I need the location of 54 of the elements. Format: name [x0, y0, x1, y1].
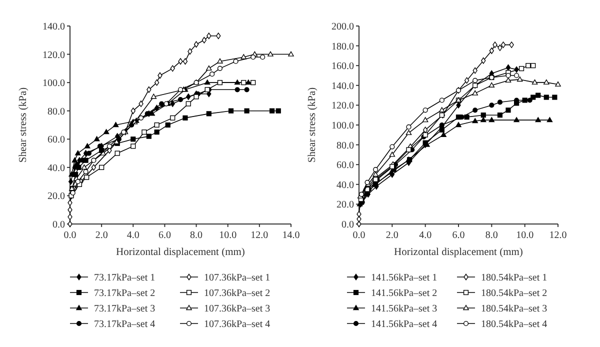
- x-tick-label: 12.0: [250, 230, 268, 241]
- x-tick-label: 8.0: [485, 230, 498, 241]
- y-tick-label: 60.0: [336, 160, 354, 172]
- y-tick-label: 140.0: [332, 80, 354, 92]
- y-axis-title: Shear stress (kPa): [307, 86, 318, 163]
- y-tick-label: 180.0: [332, 41, 354, 52]
- y-tick-label: 20.0: [48, 191, 65, 202]
- x-tick-label: 10.0: [219, 230, 237, 241]
- x-axis-title: Horizontal displacement (mm): [116, 247, 246, 258]
- x-tick-label: 6.0: [158, 230, 171, 241]
- y-tick-label: 120.0: [42, 50, 65, 61]
- y-tick-label: 80.0: [336, 140, 354, 152]
- x-tick-label: 8.0: [190, 230, 203, 241]
- x-tick-label: 12.0: [549, 230, 567, 241]
- x-tick-label: 10.0: [516, 230, 534, 241]
- y-tick-label: 100.0: [42, 78, 65, 90]
- y-tick-label: 80.0: [48, 106, 65, 118]
- legend-label: 107.36kPa–set 1: [204, 272, 270, 284]
- y-tick-label: 160.0: [332, 61, 354, 72]
- legend-label: 180.54kPa–set 1: [481, 272, 548, 284]
- x-axis-title: Horizontal displacement (mm): [394, 247, 524, 258]
- legend-label: 73.17kPa–set 2: [94, 288, 156, 299]
- legend-label: 141.56kPa–set 4: [371, 319, 438, 330]
- legend-label: 180.54kPa–set 4: [481, 319, 548, 330]
- legend-label: 107.36kPa–set 2: [204, 288, 270, 299]
- y-tick-label: 40.0: [336, 180, 354, 191]
- legend-label: 141.56kPa–set 3: [371, 304, 438, 314]
- y-axis-title: Shear stress (kPa): [18, 86, 29, 163]
- x-tick-label: 14.0: [282, 230, 300, 241]
- x-tick-label: 2.0: [95, 230, 108, 241]
- x-tick-label: 0.0: [352, 230, 366, 241]
- legend-label: 141.56kPa–set 2: [371, 288, 438, 299]
- y-tick-label: 20.0: [336, 200, 354, 211]
- legend-label: 73.17kPa–set 3: [94, 304, 156, 314]
- legend-label: 73.17kPa–set 4: [94, 319, 156, 330]
- y-tick-label: 40.0: [48, 162, 65, 174]
- legend-label: 107.36kPa–set 4: [204, 319, 270, 330]
- legend-label: 180.54kPa–set 3: [481, 304, 548, 314]
- legend-label: 73.17kPa–set 1: [94, 272, 156, 284]
- y-tick-label: 100.0: [332, 120, 354, 132]
- x-tick-label: 0.0: [64, 230, 76, 241]
- legend-label: 141.56kPa–set 1: [371, 272, 438, 284]
- y-tick-label: 200.0: [332, 22, 354, 32]
- x-tick-label: 6.0: [452, 230, 465, 241]
- legend-label: 107.36kPa–set 3: [204, 304, 270, 314]
- y-tick-label: 120.0: [332, 100, 354, 112]
- y-tick-label: 0.0: [342, 220, 354, 230]
- y-tick-label: 0.0: [52, 220, 65, 230]
- x-tick-label: 4.0: [419, 230, 432, 241]
- x-tick-label: 2.0: [386, 230, 398, 241]
- x-tick-label: 4.0: [126, 230, 140, 241]
- y-tick-label: 60.0: [48, 134, 65, 146]
- legend-label: 180.54kPa–set 2: [481, 288, 548, 299]
- y-tick-label: 140.0: [42, 22, 65, 32]
